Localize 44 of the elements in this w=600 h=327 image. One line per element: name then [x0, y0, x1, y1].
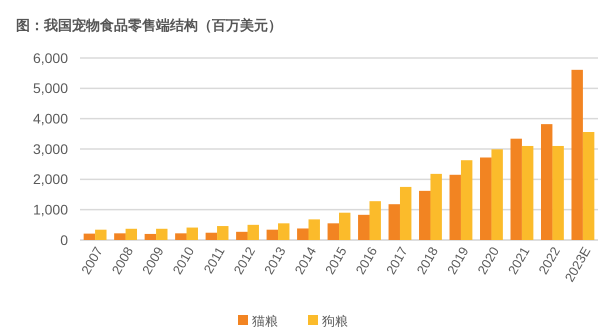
- bar: [491, 149, 503, 240]
- bar: [186, 228, 198, 240]
- bar: [266, 230, 278, 240]
- bar: [114, 233, 126, 240]
- bar: [156, 228, 168, 240]
- bar: [419, 190, 430, 240]
- bar: [278, 223, 290, 240]
- y-tick-label: 2,000: [32, 171, 68, 188]
- bar: [175, 233, 187, 240]
- bar: [400, 186, 412, 240]
- y-tick-label: 0: [60, 232, 68, 248]
- bar: [297, 228, 309, 240]
- bar: [308, 219, 320, 240]
- bar: [582, 132, 594, 240]
- bar: [126, 228, 138, 240]
- bar: [522, 146, 534, 240]
- bar: [388, 204, 400, 240]
- chart-title: 图：我国宠物食品零售端结构（百万美元）: [16, 17, 282, 33]
- legend-label: 猫粮: [252, 314, 278, 327]
- bar: [84, 234, 96, 240]
- y-tick-label: 3,000: [32, 140, 68, 157]
- bar: [206, 232, 218, 240]
- bar: [144, 234, 156, 240]
- bar: [217, 226, 228, 240]
- bar: [369, 201, 381, 240]
- bar: [328, 223, 339, 240]
- legend-label: 狗粮: [322, 314, 348, 327]
- bar: [460, 160, 472, 240]
- bar: [248, 224, 259, 240]
- bar: [358, 214, 370, 240]
- bar: [510, 138, 522, 240]
- bar: [540, 124, 552, 240]
- y-tick-label: 5,000: [32, 80, 68, 96]
- y-tick-label: 6,000: [32, 50, 68, 66]
- bar: [450, 174, 461, 240]
- bar: [480, 157, 492, 240]
- bar: [95, 230, 107, 240]
- bar: [571, 70, 583, 240]
- y-tick-label: 4,000: [32, 110, 68, 127]
- bar: [339, 212, 350, 240]
- bar: [236, 232, 248, 240]
- bar: [552, 146, 564, 240]
- y-tick-label: 1,000: [32, 202, 68, 218]
- bar: [430, 174, 442, 240]
